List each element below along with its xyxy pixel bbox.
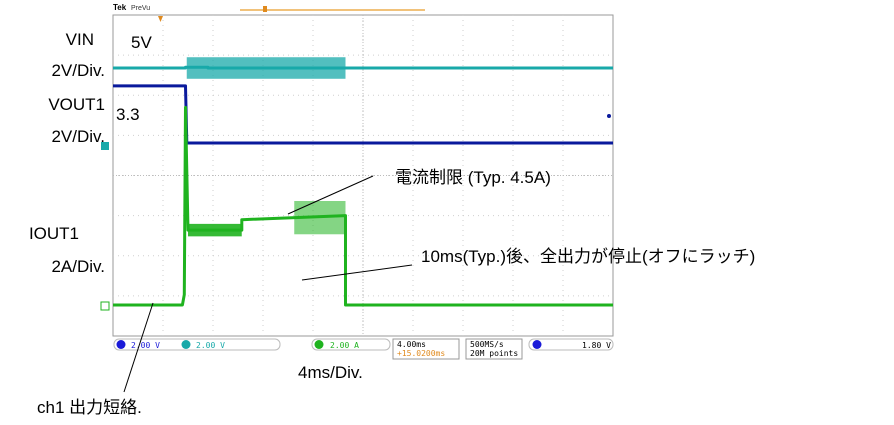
ch4-scale: 2.00 A xyxy=(330,341,359,350)
current-limit-leader xyxy=(287,175,374,215)
ch1-ref-marker-icon xyxy=(607,114,611,118)
graticule-grid xyxy=(113,15,613,336)
latch-leader xyxy=(301,264,413,281)
ch2-badge-icon[interactable] xyxy=(181,340,191,349)
ch1-badge-icon[interactable] xyxy=(116,340,126,349)
horizontal-scale: 4.00ms xyxy=(397,340,426,349)
latch-off-annotation: 10ms(Typ.)後、全出力が停止(オフにラッチ) xyxy=(421,247,756,266)
trigger-pos-marker xyxy=(263,6,267,12)
sample-rate: 500MS/s xyxy=(470,340,504,349)
short-circuit-annotation: ch1 出力短絡. xyxy=(37,398,142,417)
iout1-channel-label: IOUT1 xyxy=(28,224,79,243)
iout-noise-band xyxy=(294,201,346,235)
iout1-scale-label: 2A/Div. xyxy=(51,257,105,276)
vin-noise-band xyxy=(186,57,346,79)
status-bar: 2.00 V 2.00 V 2.00 A 4.00ms +15.0200ms 5… xyxy=(113,338,614,360)
scope-mode: PreVu xyxy=(131,5,150,12)
trace-layer xyxy=(113,57,613,307)
timebase-label: 4ms/Div. xyxy=(298,363,363,382)
short-leader xyxy=(123,302,154,393)
trigger-level: 1.80 V xyxy=(582,341,611,350)
ch2-ground-marker-icon xyxy=(101,142,109,150)
trace-vout1 xyxy=(113,84,613,145)
vout1-value-label: 3.3 xyxy=(116,105,140,124)
ch4-ground-marker-icon xyxy=(100,301,110,311)
vin-value-label: 5V xyxy=(131,33,152,52)
vin-channel-label: VIN xyxy=(65,30,94,49)
iout-noise-band xyxy=(188,223,242,237)
trigger-source-badge-icon[interactable] xyxy=(532,340,542,349)
ch1-scale: 2.00 V xyxy=(131,341,160,350)
ch2-scale: 2.00 V xyxy=(196,341,225,350)
record-bar xyxy=(240,9,425,11)
vout1-scale-label: 2V/Div. xyxy=(51,127,105,146)
ch4-badge-icon[interactable] xyxy=(314,340,324,349)
scope-brand: Tek xyxy=(113,3,127,12)
vout1-channel-label: VOUT1 xyxy=(48,95,105,114)
vin-scale-label: 2V/Div. xyxy=(51,61,105,80)
current-limit-annotation: 電流制限 (Typ. 4.5A) xyxy=(395,168,551,187)
trigger-position: +15.0200ms xyxy=(397,349,445,358)
record-length: 20M points xyxy=(470,349,518,358)
trigger-marker-icon xyxy=(158,16,163,22)
